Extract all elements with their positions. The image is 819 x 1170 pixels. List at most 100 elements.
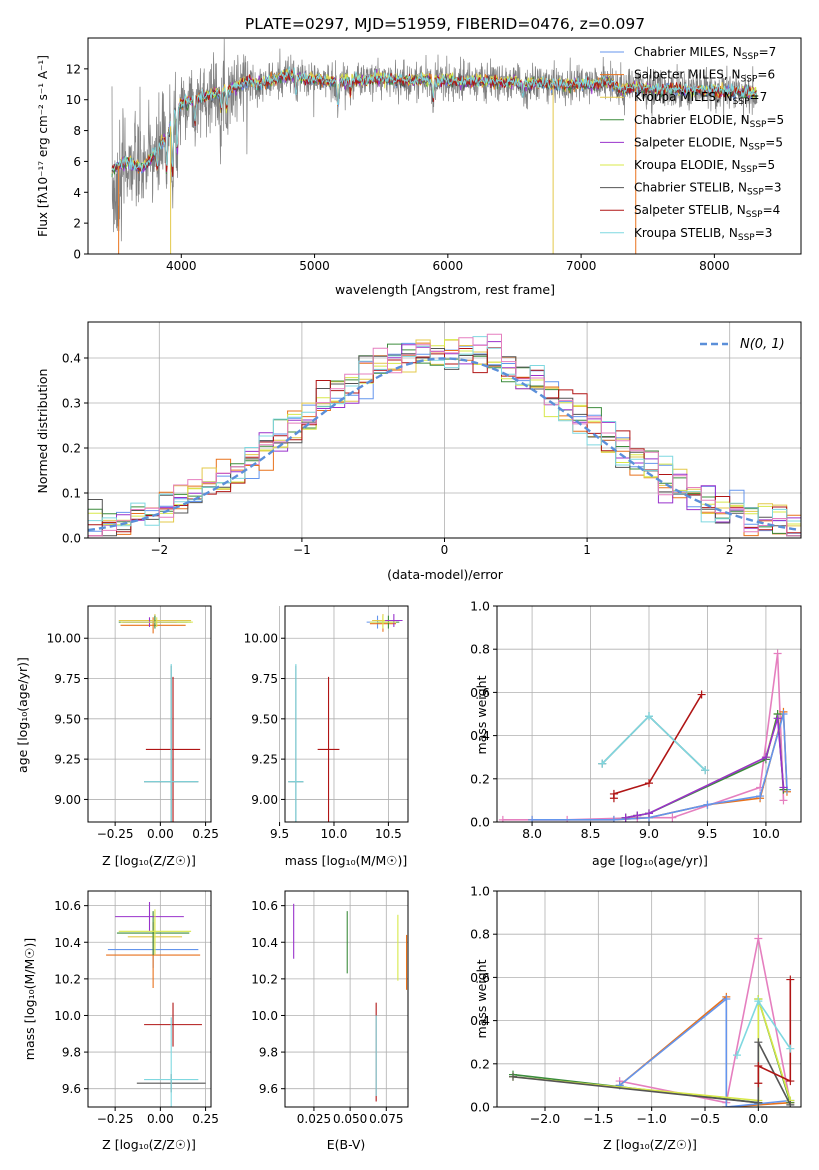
- y-tick-label: 12: [66, 62, 81, 76]
- axes-frame: [496, 890, 802, 1108]
- weight-point-marker: [598, 759, 607, 768]
- weight-series-line-salpeter_stelib: [757, 979, 792, 1084]
- y-tick-label: 2: [73, 217, 81, 231]
- spectrum-ylabel: Flux [fλ10⁻¹⁷ erg cm⁻² s⁻¹ A⁻¹]: [36, 55, 50, 237]
- y-tick-label: 9.6: [259, 1082, 278, 1096]
- y-tick-label: 10.0: [54, 1009, 81, 1023]
- x-tick-label: −0.5: [690, 1111, 720, 1126]
- y-tick-label: 4: [73, 186, 81, 200]
- x-tick-label: 0.0: [748, 1111, 768, 1126]
- y-tick-label: 8: [73, 124, 81, 138]
- y-tick-label: 0.3: [62, 397, 81, 411]
- weight-point-marker: [733, 1051, 741, 1060]
- weight-point-marker: [786, 1044, 795, 1053]
- weight-age-ylabel: mass weight: [474, 675, 489, 754]
- legend-label: Salpeter STELIB, NSSP=4: [634, 203, 780, 220]
- y-tick-label: 0.2: [62, 442, 81, 456]
- y-tick-label: 9.00: [54, 793, 81, 807]
- weight-z-xlabel: Z [log₁₀(Z/Z☉)]: [603, 1137, 697, 1152]
- y-tick-label: 0.8: [470, 642, 490, 657]
- weight-point-marker: [645, 809, 653, 818]
- x-tick-label: 0.050: [333, 1112, 367, 1126]
- weight-point-marker: [697, 690, 706, 699]
- residual-ylabel: Normed distribution: [35, 369, 50, 494]
- weight-vs-metallicity-panel: −2.0 −1.5 −1.0 −0.5 0.0 0.0 0.2 0.4 0.6 0.8 1.0: [470, 884, 802, 1126]
- y-tick-label: 1.0: [470, 599, 490, 614]
- x-tick-label: 0.00: [147, 1112, 174, 1126]
- y-tick-label: 10.0: [251, 1009, 278, 1023]
- x-tick-label: 10.5: [375, 827, 402, 841]
- axes-frame: [87, 605, 212, 823]
- weight-point-marker: [773, 714, 782, 723]
- age-mass-xlabel: mass [log₁₀(M/M☉)]: [285, 853, 407, 868]
- weight-point-marker: [703, 800, 712, 809]
- weight-point-marker: [754, 1061, 763, 1070]
- x-tick-label: 1: [583, 543, 591, 557]
- plot-area: [293, 903, 408, 1102]
- weight-point-marker: [761, 753, 770, 762]
- spectrum-legend: Chabrier MILES, NSSP=7 Salpeter MILES, NS…: [600, 45, 784, 243]
- age-z-xlabel: Z [log₁₀(Z/Z☉)]: [102, 853, 196, 868]
- x-tick-label: −2.0: [530, 1111, 560, 1126]
- weight-point-marker: [609, 815, 618, 822]
- plot-area: [509, 934, 795, 1107]
- mass-z-xlabel: Z [log₁₀(Z/Z☉)]: [102, 1137, 196, 1152]
- x-tick-label: 9.5: [270, 827, 289, 841]
- mass-ebv-xlabel: E(B-V): [327, 1137, 366, 1152]
- y-tick-label: 9.8: [259, 1046, 278, 1060]
- weight-point-marker: [779, 783, 788, 792]
- y-tick-label: 10.00: [47, 632, 81, 646]
- spectrum-xlabel: wavelength [Angstrom, rest frame]: [335, 282, 555, 297]
- x-tick-label: −2: [150, 543, 168, 557]
- weight-point-marker: [754, 934, 763, 943]
- legend-label: N(0, 1): [740, 337, 785, 352]
- axes-frame: [284, 890, 409, 1108]
- y-tick-label: 10.6: [251, 899, 278, 913]
- y-tick-label: 9.8: [62, 1046, 81, 1060]
- y-tick-label: 10.4: [251, 936, 278, 950]
- weight-point-marker: [786, 1100, 795, 1107]
- weight-series-line-pink: [502, 653, 785, 821]
- residual-xlabel: (data-model)/error: [387, 567, 504, 582]
- weight-point-marker: [645, 712, 653, 721]
- weight-series-line-kroupa_stelib: [601, 715, 706, 771]
- y-tick-label: 0.0: [470, 1100, 490, 1115]
- x-tick-label: −0.25: [97, 827, 134, 841]
- y-tick-label: 10.6: [54, 899, 81, 913]
- y-tick-label: 9.50: [54, 712, 81, 726]
- x-tick-label: 0.025: [297, 1112, 331, 1126]
- plot-area: [88, 333, 801, 537]
- weight-point-marker: [786, 1077, 795, 1086]
- weight-point-marker: [754, 997, 763, 1006]
- x-tick-label: −1.5: [583, 1111, 613, 1126]
- x-tick-label: 10.0: [752, 826, 780, 841]
- y-tick-label: 0.0: [62, 532, 81, 546]
- y-tick-label: 9.6: [62, 1082, 81, 1096]
- weight-vs-age-panel: 8.0 8.5 9.0 9.5 10.0 0.0 0.2 0.4 0.6 0.8 1.0: [470, 599, 802, 841]
- y-tick-label: 0.6: [470, 970, 490, 985]
- weight-point-marker: [701, 766, 710, 775]
- mass-z-ylabel: mass [log₁₀(M/M☉)]: [22, 938, 37, 1060]
- axes-frame: [87, 37, 802, 255]
- legend-label: Salpeter ELODIE, NSSP=5: [634, 135, 783, 152]
- y-tick-label: 9.50: [251, 712, 278, 726]
- plot-area: [288, 614, 403, 822]
- y-tick-label: 0.8: [470, 927, 490, 942]
- legend-label: Chabrier STELIB, NSSP=3: [634, 181, 782, 198]
- legend-label: Kroupa STELIB, NSSP=3: [634, 226, 772, 243]
- y-tick-label: 10.4: [54, 936, 81, 950]
- figure-title: PLATE=0297, MJD=51959, FIBERID=0476, z=0…: [245, 15, 645, 33]
- y-tick-label: 0.2: [470, 1056, 490, 1071]
- weight-point-marker: [633, 811, 642, 820]
- weight-point-marker: [528, 815, 537, 822]
- weight-point-marker: [756, 792, 765, 801]
- age-vs-metallicity-panel: −0.25 0.00 0.25 9.00 9.25 9.50 9.75 10.00: [47, 605, 219, 841]
- x-tick-label: −0.25: [97, 1112, 134, 1126]
- y-tick-label: 1.0: [470, 884, 490, 899]
- weight-point-marker: [509, 1072, 517, 1081]
- legend-label: Chabrier MILES, NSSP=7: [634, 45, 776, 62]
- weight-point-marker: [498, 815, 507, 822]
- y-tick-label: 10: [66, 93, 81, 107]
- model-spectrum-line-kroupa_stelib: [111, 66, 757, 172]
- x-tick-label: 8000: [699, 259, 730, 273]
